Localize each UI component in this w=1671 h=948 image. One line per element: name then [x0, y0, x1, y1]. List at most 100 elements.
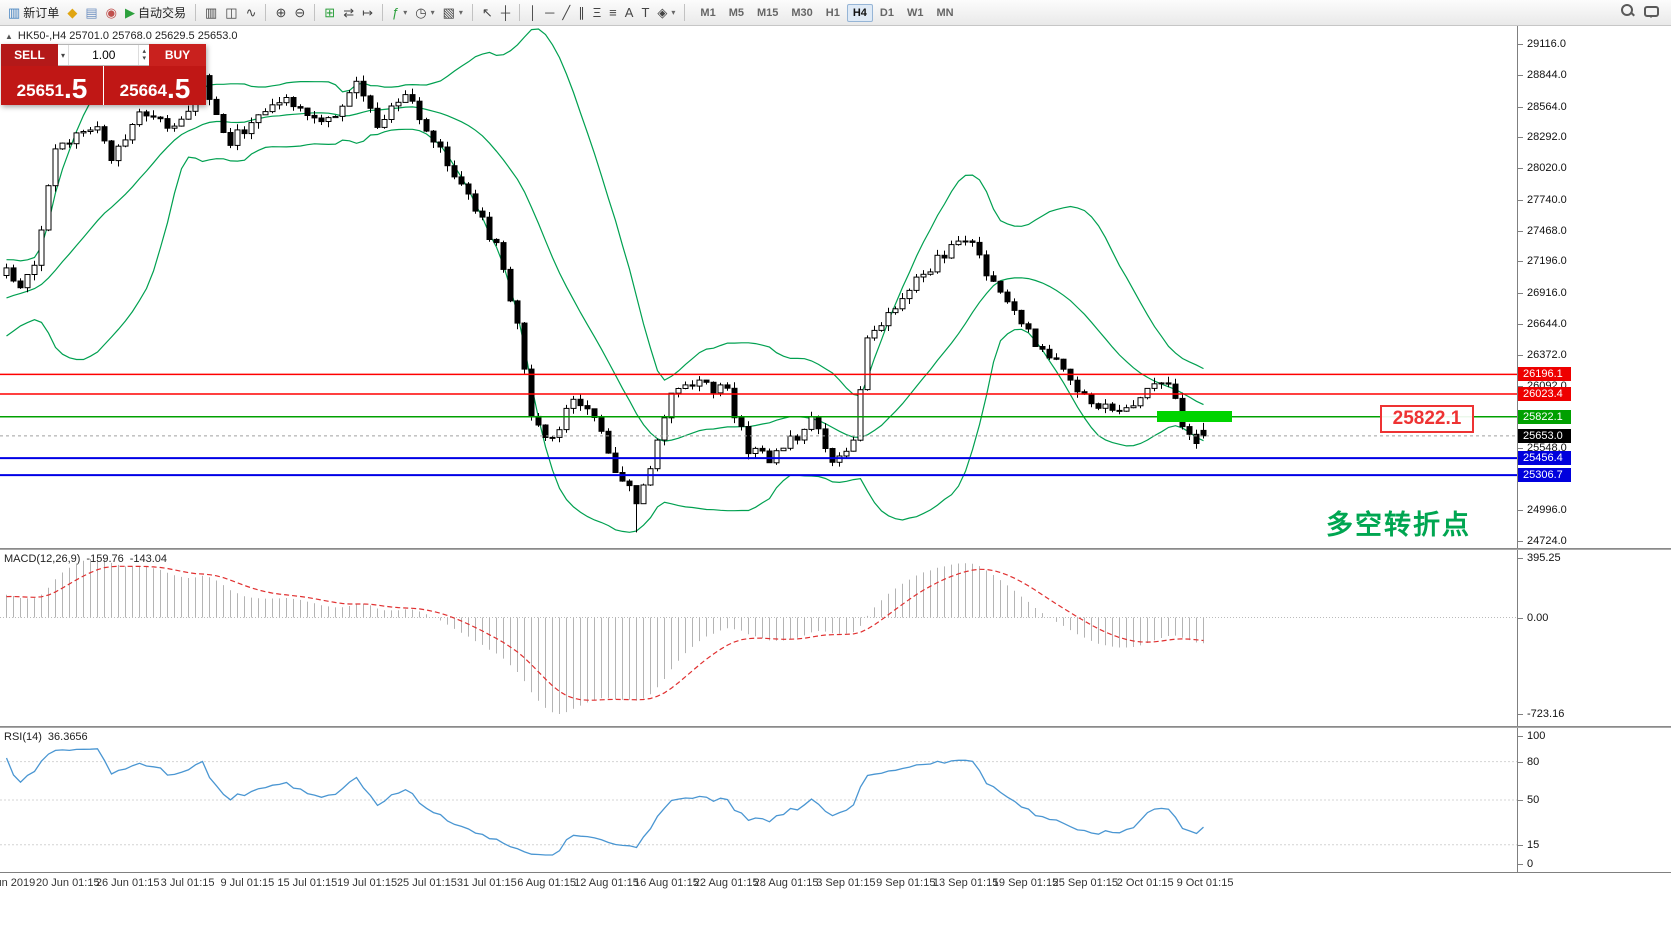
price-tick-label: 25548.0: [1527, 441, 1567, 454]
line-chart-button[interactable]: ∿: [242, 4, 261, 22]
text-button[interactable]: A: [621, 4, 638, 22]
dropdown-arrow-icon[interactable]: ▾: [430, 8, 435, 17]
ask-frac: .5: [166, 73, 191, 104]
trendline-button[interactable]: ╱: [558, 4, 574, 22]
arrows-button[interactable]: ◈ ▾: [653, 4, 679, 22]
vertical-line-button[interactable]: │: [525, 4, 541, 22]
scale-tick: [1518, 106, 1523, 108]
news-icon: ◉: [105, 4, 117, 20]
turning-point-annotation: 多空转折点: [1326, 510, 1471, 540]
rsi-scale-label: 80: [1527, 755, 1540, 768]
tile-windows-button[interactable]: ⊞: [320, 4, 339, 22]
timeframe-d1-button[interactable]: D1: [879, 6, 894, 19]
price-tick-label: 27196.0: [1527, 255, 1567, 268]
price-tick-label: 28844.0: [1527, 68, 1567, 81]
dropdown-arrow-icon[interactable]: ▾: [671, 8, 676, 17]
market-watch-button[interactable]: ▤: [81, 4, 101, 22]
periods-icon: ◷: [415, 4, 427, 20]
macd-chart[interactable]: [0, 550, 1518, 726]
rsi-scale-label: 100: [1527, 730, 1546, 742]
search-button[interactable]: [1620, 3, 1634, 22]
templates-button[interactable]: ▧ ▾: [439, 4, 467, 22]
chart-shift-button[interactable]: ↦: [358, 4, 377, 22]
news-button[interactable]: ◉: [102, 4, 121, 22]
volume-dropdown-arrow-icon[interactable]: ▾: [58, 45, 70, 65]
rsi-scale[interactable]: 100 80 50 15 0: [1518, 728, 1670, 872]
scale-tick: [1518, 137, 1523, 139]
bid-main: 25651: [16, 81, 64, 100]
crosshair-button[interactable]: ┼: [497, 4, 514, 22]
buy-button[interactable]: BUY: [149, 44, 206, 66]
candlestick-chart[interactable]: [0, 26, 1518, 548]
objects-list-button[interactable]: ≡: [605, 4, 621, 22]
periods-button[interactable]: ◷ ▾: [411, 4, 438, 22]
arrows-icon: ◈: [657, 4, 668, 20]
auto-scroll-button[interactable]: ⇄: [339, 4, 358, 22]
templates-icon: ▧: [442, 4, 455, 20]
timeframe-w1-button[interactable]: W1: [906, 6, 924, 19]
macd-scale-zero: 0.00: [1527, 611, 1549, 624]
time-label: 12 Aug 01:15: [574, 877, 639, 889]
new-order-button[interactable]: ▥ 新订单: [4, 2, 63, 23]
depth-of-market-button[interactable]: ◆: [63, 4, 81, 22]
spin-down-icon[interactable]: ▾: [142, 55, 146, 62]
zoom-out-button[interactable]: ⊖: [290, 4, 309, 22]
current-price-label: 25653.0: [1518, 428, 1571, 443]
scale-tick: [1518, 354, 1523, 356]
macd-scale[interactable]: 395.25 0.00 -723.16: [1518, 550, 1670, 726]
panel-separator[interactable]: [0, 726, 1671, 728]
price-tick-label: 24724.0: [1527, 535, 1567, 547]
time-label: 19 Jul 01:15: [337, 877, 398, 889]
sell-button[interactable]: SELL: [1, 44, 58, 66]
price-tick-label: 27740.0: [1527, 193, 1567, 206]
panel-separator[interactable]: [0, 548, 1671, 550]
timeframe-h1-button[interactable]: H1: [825, 6, 840, 19]
dropdown-arrow-icon[interactable]: ▾: [458, 8, 463, 17]
macd-signal-line: [6, 565, 1204, 701]
text-label-button[interactable]: T: [637, 4, 653, 22]
fibonacci-button[interactable]: Ξ: [589, 4, 605, 22]
price-tick-label: 26372.0: [1527, 348, 1567, 361]
timeframe-m15-button[interactable]: M15: [756, 6, 779, 19]
objects-list-icon: ≡: [609, 4, 617, 20]
time-label: 15 Jul 01:15: [277, 877, 338, 889]
indicators-button[interactable]: ƒ ▾: [388, 4, 411, 22]
autotrading-button[interactable]: ▶ 自动交易: [121, 2, 190, 23]
time-label: 19 Sep 01:15: [992, 877, 1059, 889]
equidistant-channel-button[interactable]: ∥: [574, 4, 589, 22]
timeframe-mn-button[interactable]: MN: [936, 6, 954, 19]
rsi-chart[interactable]: [0, 728, 1518, 872]
price-tick-label: 26644.0: [1527, 317, 1567, 330]
dropdown-arrow-icon[interactable]: ▾: [403, 8, 408, 17]
time-label: 28 Aug 01:15: [753, 877, 819, 889]
time-label: 25 Jul 01:15: [396, 877, 457, 889]
tile-windows-icon: ⊞: [324, 4, 336, 20]
candlestick-chart-button[interactable]: ◫: [221, 4, 241, 22]
volume-input[interactable]: [69, 45, 139, 65]
zoom-in-button[interactable]: ⊕: [271, 4, 290, 22]
timeframe-m5-button[interactable]: M5: [728, 6, 744, 19]
toolbar-separator: [265, 4, 267, 21]
zoom-out-icon: ⊖: [294, 4, 306, 20]
horizontal-line-button[interactable]: ─: [541, 4, 558, 22]
new-order-button-label: 新订单: [23, 6, 60, 20]
spin-up-icon[interactable]: ▴: [142, 48, 146, 55]
time-label: 9 Jul 01:15: [220, 877, 275, 889]
price-level-label: 25306.7: [1518, 468, 1571, 483]
bar-chart-button[interactable]: ▥: [201, 4, 221, 22]
collapse-arrow-icon[interactable]: ▲: [5, 31, 13, 41]
cursor-button[interactable]: ↖: [478, 4, 497, 22]
scale-tick: [1518, 199, 1523, 201]
timeframe-m30-button[interactable]: M30: [791, 6, 813, 19]
price-tick-label: 28292.0: [1527, 131, 1567, 144]
volume-spinner[interactable]: ▴ ▾: [138, 45, 149, 65]
timeframe-h4-button[interactable]: H4: [846, 3, 873, 22]
symbol-ohlc-info: ▲ HK50-,H4 25701.0 25768.0 25629.5 25653…: [5, 30, 238, 42]
indicators-icon: ƒ: [392, 4, 400, 20]
price-scale[interactable]: 29116.0 28844.0 28564.0 28292.0 28020.0 27740…: [1518, 26, 1670, 548]
chat-button[interactable]: [1644, 4, 1659, 22]
time-label: 31 Jul 01:15: [456, 877, 517, 889]
fibonacci-icon: Ξ: [592, 4, 602, 20]
timeframe-m1-button[interactable]: M1: [700, 6, 716, 19]
